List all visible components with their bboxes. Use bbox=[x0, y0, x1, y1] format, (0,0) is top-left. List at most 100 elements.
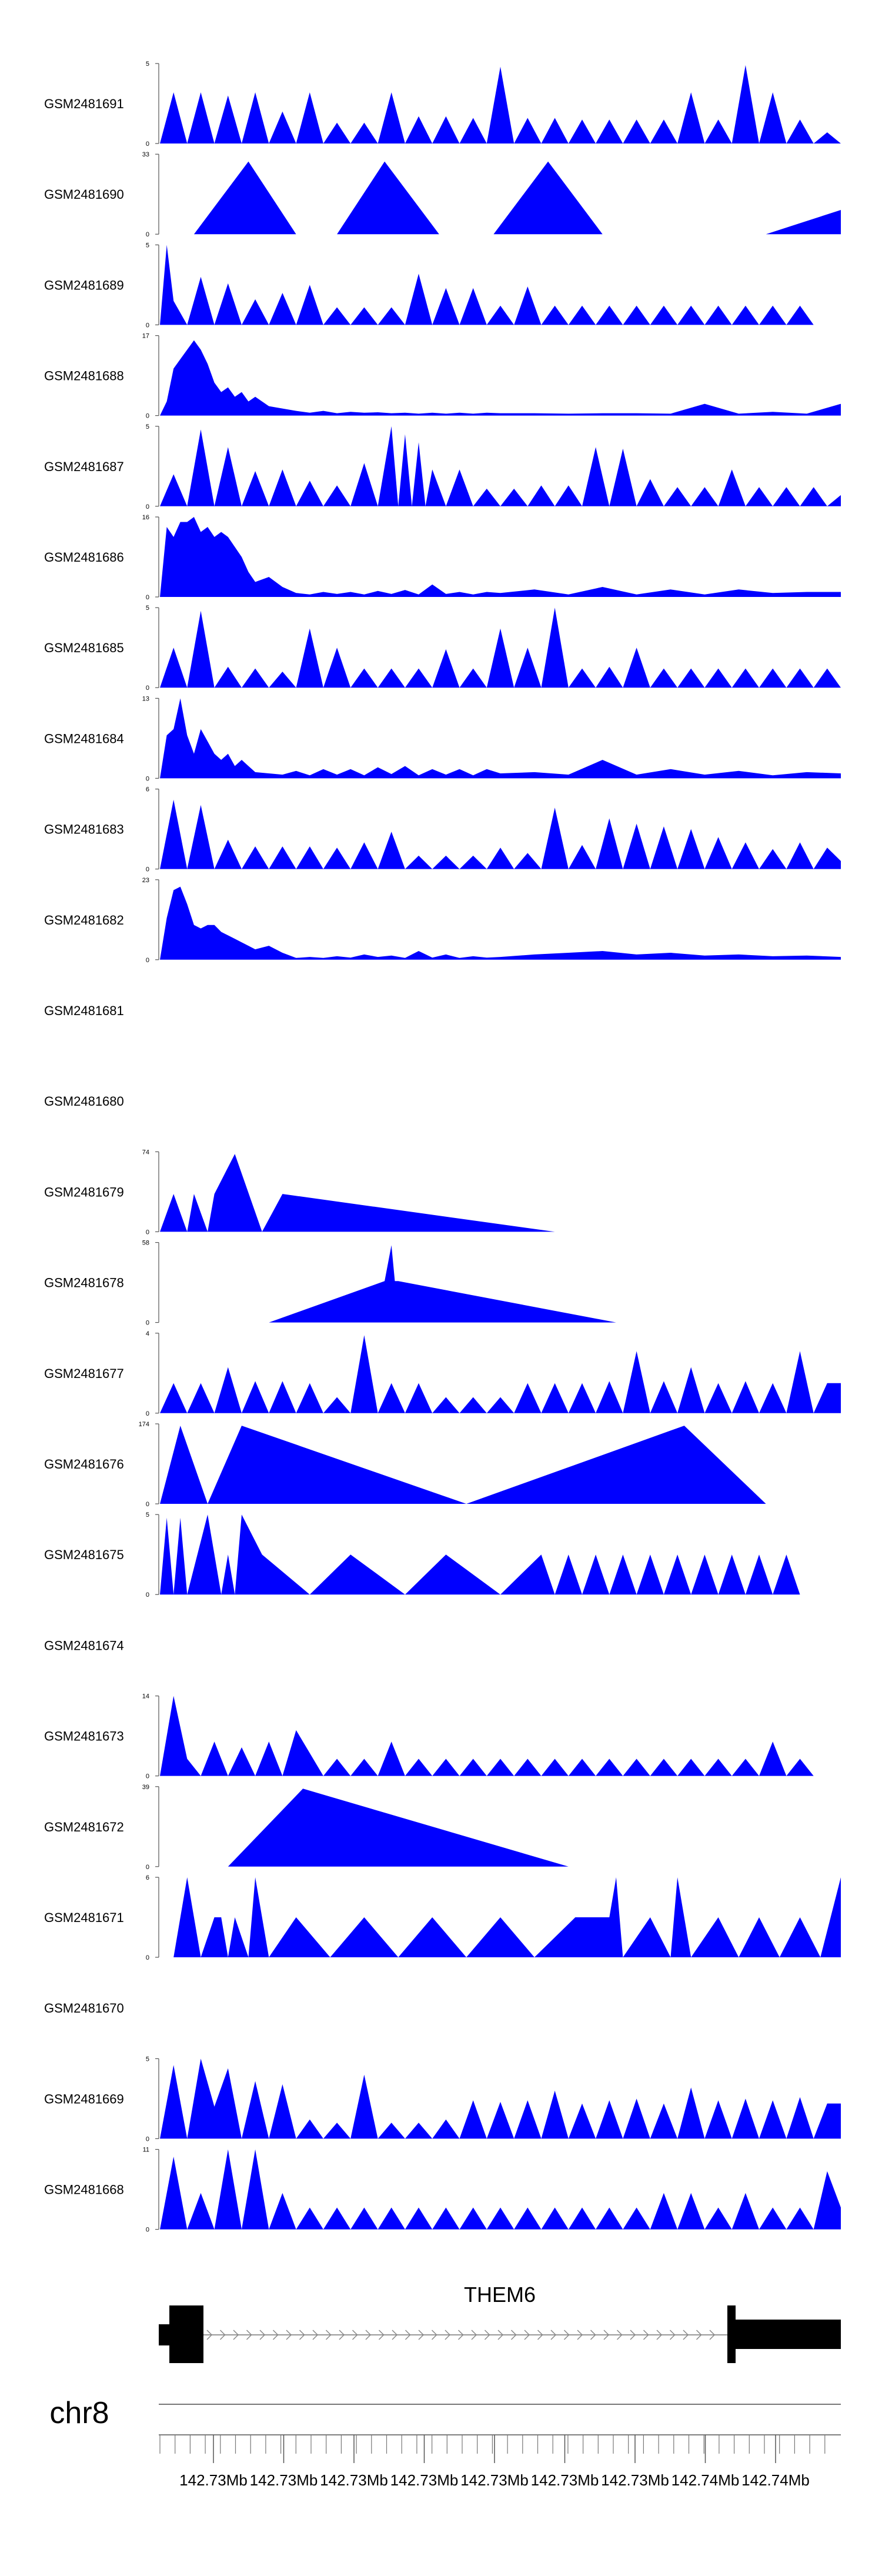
strand-arrow bbox=[339, 2330, 345, 2340]
y-axis-max-label: 6 bbox=[146, 1874, 149, 1881]
signal-area bbox=[160, 2058, 841, 2139]
signal-area bbox=[160, 799, 841, 869]
y-axis-max-label: 13 bbox=[142, 695, 149, 702]
y-axis-max-label: 4 bbox=[146, 1330, 149, 1337]
track-label: GSM2481672 bbox=[44, 1820, 124, 1834]
strand-arrow bbox=[563, 2330, 570, 2340]
strand-arrow bbox=[603, 2330, 610, 2340]
y-axis-min-label: 0 bbox=[146, 1773, 149, 1780]
track-label: GSM2481687 bbox=[44, 459, 124, 474]
strand-arrow bbox=[431, 2330, 437, 2340]
signal-area bbox=[160, 1514, 841, 1595]
signal-area bbox=[160, 1788, 841, 1867]
y-axis-min-label: 0 bbox=[146, 322, 149, 329]
track-GSM2481680: GSM2481680 bbox=[44, 1094, 124, 1109]
signal-area bbox=[160, 608, 841, 688]
track-label: GSM2481675 bbox=[44, 1547, 124, 1562]
strand-arrow bbox=[457, 2330, 464, 2340]
y-axis-min-label: 0 bbox=[146, 413, 149, 420]
track-label: GSM2481674 bbox=[44, 1638, 124, 1653]
y-axis-max-label: 5 bbox=[146, 605, 149, 612]
track-GSM2481673: GSM2481673 14 0 bbox=[44, 1693, 841, 1780]
strand-arrow bbox=[286, 2330, 292, 2340]
y-axis-max-label: 5 bbox=[146, 2056, 149, 2063]
strand-arrow bbox=[219, 2330, 226, 2340]
strand-arrow bbox=[299, 2330, 305, 2340]
track-label: GSM2481680 bbox=[44, 1094, 124, 1109]
gene-annotation-track: THEM6 bbox=[159, 2283, 841, 2363]
strand-arrow bbox=[445, 2330, 451, 2340]
signal-area bbox=[160, 65, 841, 144]
strand-arrow bbox=[206, 2330, 213, 2340]
x-tick-label: 142.73Mb bbox=[601, 2471, 669, 2489]
strand-arrow bbox=[643, 2330, 649, 2340]
y-axis-max-label: 5 bbox=[146, 242, 149, 249]
track-label: GSM2481690 bbox=[44, 187, 124, 202]
track-GSM2481691: GSM2481691 5 0 bbox=[44, 61, 841, 148]
strand-arrows bbox=[206, 2330, 716, 2340]
signal-area bbox=[160, 1696, 841, 1776]
track-label: GSM2481684 bbox=[44, 731, 124, 746]
x-tick-label: 142.73Mb bbox=[460, 2471, 529, 2489]
y-axis-min-label: 0 bbox=[146, 231, 149, 238]
signal-area bbox=[160, 340, 841, 416]
track-label: GSM2481681 bbox=[44, 1003, 124, 1018]
y-axis-min-label: 0 bbox=[146, 957, 149, 964]
track-label: GSM2481673 bbox=[44, 1729, 124, 1744]
minor-ticks bbox=[159, 2435, 826, 2454]
track-label: GSM2481668 bbox=[44, 2183, 124, 2197]
signal-area bbox=[160, 1154, 841, 1232]
strand-arrow bbox=[683, 2330, 689, 2340]
track-GSM2481681: GSM2481681 bbox=[44, 1003, 124, 1018]
y-axis-max-label: 39 bbox=[142, 1784, 149, 1791]
strand-arrow bbox=[669, 2330, 676, 2340]
track-GSM2481672: GSM2481672 39 0 bbox=[44, 1784, 841, 1871]
y-axis-min-label: 0 bbox=[146, 866, 149, 873]
signal-area bbox=[160, 2149, 841, 2230]
signal-area bbox=[160, 161, 841, 235]
y-axis-max-label: 23 bbox=[142, 877, 149, 884]
track-GSM2481671: GSM2481671 6 0 bbox=[44, 1874, 841, 1961]
track-label: GSM2481689 bbox=[44, 278, 124, 292]
track-label: GSM2481679 bbox=[44, 1184, 124, 1199]
y-axis-max-label: 5 bbox=[146, 1511, 149, 1519]
y-axis-min-label: 0 bbox=[146, 1410, 149, 1417]
strand-arrow bbox=[696, 2330, 702, 2340]
chromosome-label: chr8 bbox=[49, 2396, 109, 2430]
strand-arrow bbox=[497, 2330, 504, 2340]
strand-arrow bbox=[378, 2330, 385, 2340]
strand-arrow bbox=[524, 2330, 530, 2340]
track-GSM2481668: GSM2481668 11 0 bbox=[44, 2147, 841, 2234]
y-axis-max-label: 33 bbox=[142, 151, 149, 158]
gene-name-label: THEM6 bbox=[464, 2283, 536, 2307]
y-axis-max-label: 5 bbox=[146, 423, 149, 431]
track-label: GSM2481669 bbox=[44, 2091, 124, 2106]
gene-exon-right bbox=[735, 2320, 841, 2349]
strand-arrow bbox=[590, 2330, 596, 2340]
y-axis-max-label: 74 bbox=[142, 1149, 149, 1156]
y-axis-min-label: 0 bbox=[146, 1954, 149, 1961]
signal-area bbox=[160, 1877, 841, 1957]
strand-arrow bbox=[233, 2330, 239, 2340]
track-label: GSM2481677 bbox=[44, 1366, 124, 1381]
track-label: GSM2481686 bbox=[44, 550, 124, 565]
strand-arrow bbox=[484, 2330, 490, 2340]
x-tick-label: 142.73Mb bbox=[320, 2471, 388, 2489]
signal-area bbox=[160, 245, 841, 325]
y-axis-min-label: 0 bbox=[146, 1864, 149, 1871]
strand-arrow bbox=[510, 2330, 517, 2340]
y-axis-min-label: 0 bbox=[146, 685, 149, 692]
y-axis-min-label: 0 bbox=[146, 2135, 149, 2143]
strand-arrow bbox=[312, 2330, 319, 2340]
track-GSM2481678: GSM2481678 58 0 bbox=[44, 1240, 841, 1327]
signal-tracks: GSM248169150GSM2481690330GSM248168950GSM… bbox=[44, 61, 841, 2234]
signal-area bbox=[160, 1335, 841, 1413]
strand-arrow bbox=[392, 2330, 398, 2340]
strand-arrow bbox=[272, 2330, 279, 2340]
y-axis-max-label: 58 bbox=[142, 1240, 149, 1247]
signal-area bbox=[160, 1245, 841, 1323]
track-GSM2481684: GSM2481684 13 0 bbox=[44, 695, 841, 782]
strand-arrow bbox=[656, 2330, 663, 2340]
track-GSM2481689: GSM2481689 5 0 bbox=[44, 242, 841, 329]
